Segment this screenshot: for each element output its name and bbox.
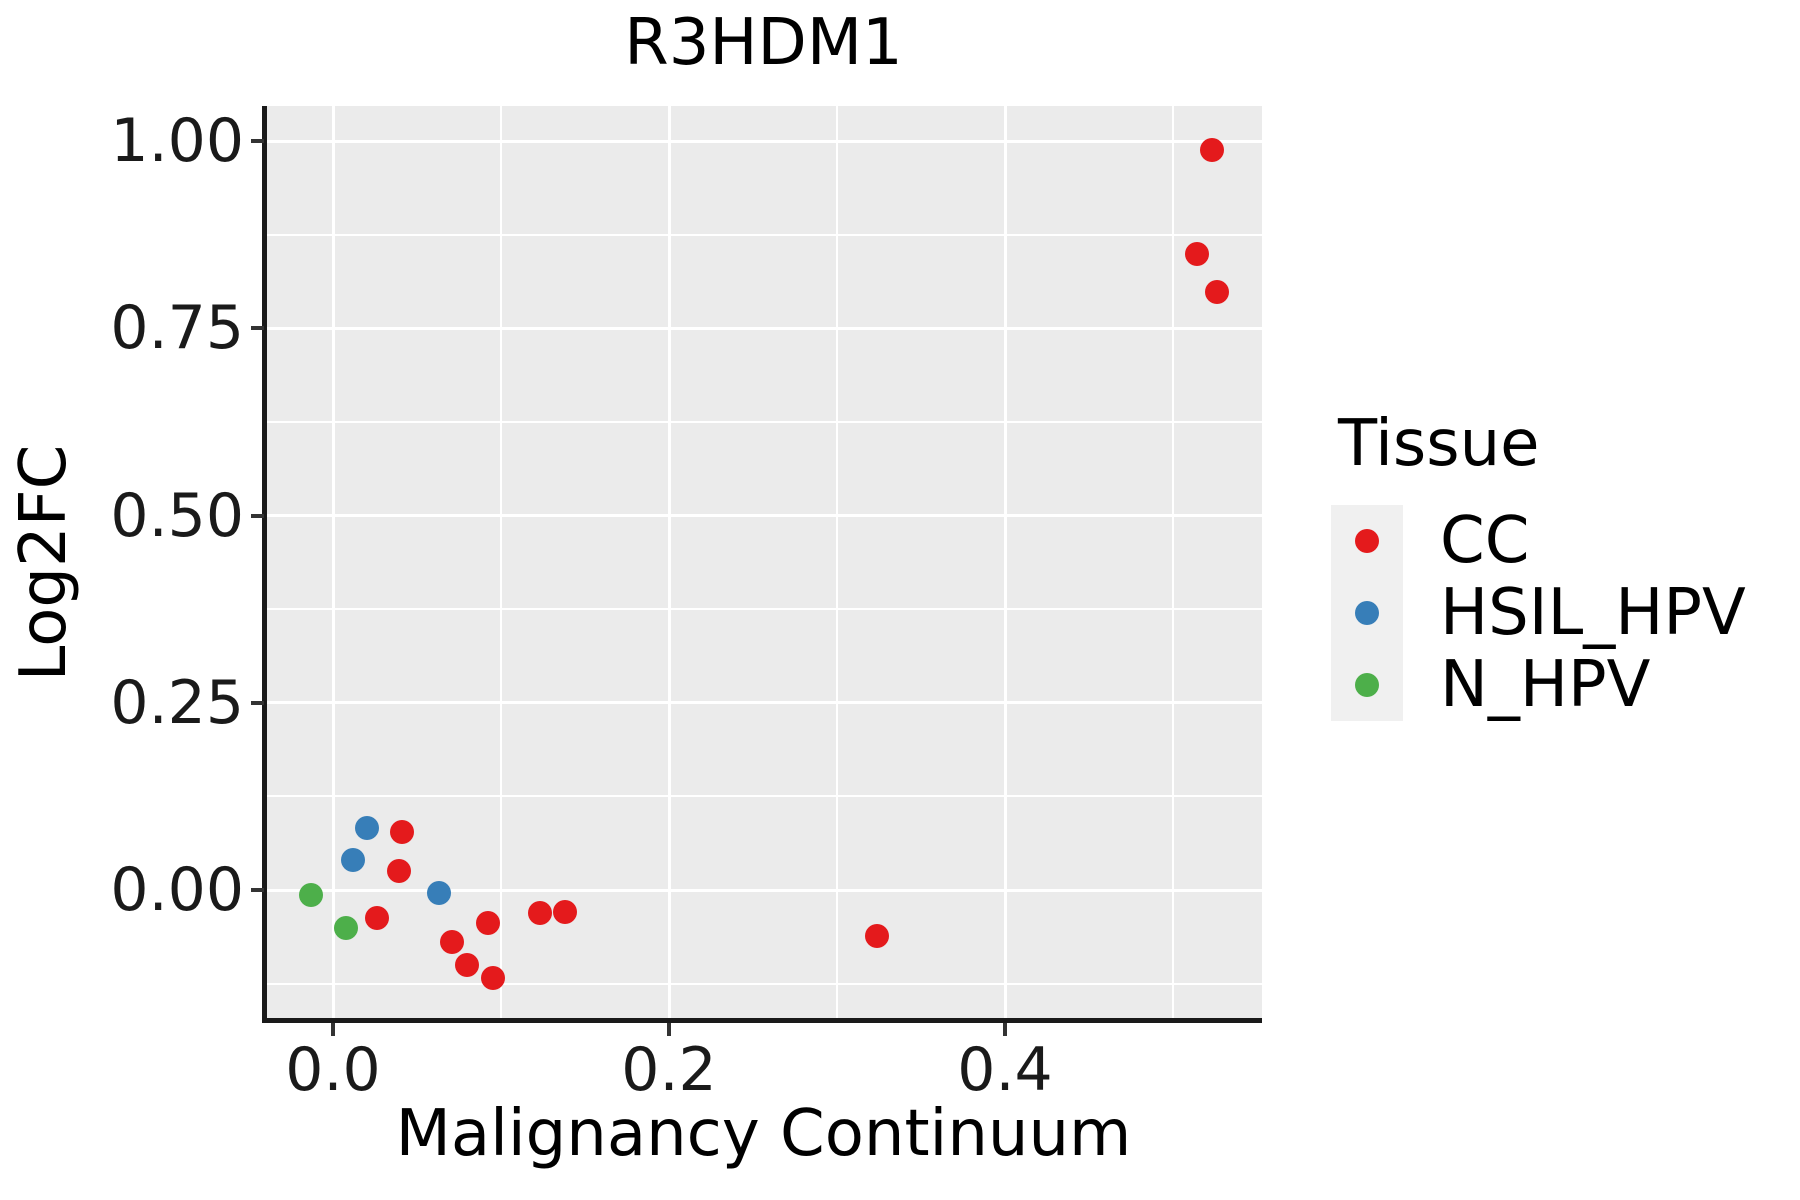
plot-title: R3HDM1 — [624, 6, 903, 80]
legend-item-label: N_HPV — [1440, 648, 1651, 722]
scatter-point-cc — [527, 901, 552, 926]
y-tick-label: 0.50 — [110, 480, 244, 551]
y-tick-label: 1.00 — [110, 106, 244, 176]
scatter-point-cc — [480, 966, 505, 991]
legend-item-label: HSIL_HPV — [1440, 576, 1746, 650]
scatter-point-n_hpv — [299, 883, 324, 908]
scatter-point-cc — [1199, 137, 1224, 162]
y-minor-gridline — [265, 233, 1262, 236]
x-minor-gridline — [500, 106, 502, 1020]
x-tick-mark — [1003, 1023, 1007, 1036]
y-minor-gridline — [265, 420, 1262, 423]
y-minor-gridline — [265, 982, 1262, 985]
legend-key — [1331, 505, 1403, 577]
y-axis-title: Log2FC — [7, 444, 81, 682]
plot-panel — [265, 106, 1262, 1020]
x-minor-gridline — [836, 106, 838, 1020]
scatter-point-cc — [475, 910, 500, 935]
scatter-point-cc — [386, 859, 411, 884]
y-minor-gridline — [265, 608, 1262, 611]
y-tick-mark — [251, 700, 264, 705]
scatter-point-hsil_hpv — [341, 848, 366, 873]
scatter-point-hsil_hpv — [354, 815, 379, 840]
legend-item-label: CC — [1440, 504, 1530, 578]
x-tick-label: 0.2 — [621, 1035, 717, 1105]
y-major-gridline — [265, 701, 1262, 705]
scatter-point-cc — [455, 952, 480, 977]
scatter-point-cc — [552, 900, 577, 925]
legend-key — [1331, 577, 1403, 649]
y-major-gridline — [265, 514, 1262, 517]
x-major-gridline — [667, 106, 671, 1020]
scatter-point-cc — [440, 930, 465, 955]
legend-dot-n_hpv — [1355, 673, 1379, 697]
scatter-point-cc — [1184, 242, 1209, 267]
x-axis-line — [262, 1018, 1262, 1023]
x-axis-title: Malignancy Continuum — [395, 1097, 1132, 1171]
scatter-point-cc — [1204, 280, 1229, 305]
x-major-gridline — [331, 106, 335, 1020]
y-axis-line — [262, 106, 267, 1023]
legend-key — [1331, 649, 1403, 721]
scatter-point-cc — [865, 923, 890, 948]
x-minor-gridline — [1172, 106, 1174, 1020]
y-major-gridline — [265, 139, 1262, 143]
y-tick-mark — [251, 888, 264, 892]
legend-title: Tissue — [1338, 407, 1540, 481]
legend-dot-hsil_hpv — [1355, 601, 1379, 625]
y-tick-mark — [251, 139, 264, 143]
y-tick-mark — [251, 326, 264, 331]
y-tick-mark — [251, 513, 264, 518]
x-tick-mark — [331, 1023, 335, 1036]
scatter-point-cc — [389, 820, 414, 845]
legend-dot-cc — [1355, 529, 1379, 553]
scatter-point-cc — [364, 905, 389, 930]
scatter-point-hsil_hpv — [426, 880, 451, 905]
x-tick-mark — [667, 1023, 671, 1036]
scatter-point-n_hpv — [334, 916, 359, 941]
y-major-gridline — [265, 326, 1262, 330]
y-tick-label: 0.00 — [110, 855, 244, 925]
y-tick-label: 0.25 — [110, 667, 244, 738]
x-tick-label: 0.4 — [957, 1035, 1053, 1105]
x-major-gridline — [1003, 106, 1007, 1020]
x-tick-label: 0.0 — [285, 1035, 381, 1105]
y-minor-gridline — [265, 795, 1262, 798]
y-major-gridline — [265, 888, 1262, 892]
y-tick-label: 0.75 — [110, 293, 244, 364]
